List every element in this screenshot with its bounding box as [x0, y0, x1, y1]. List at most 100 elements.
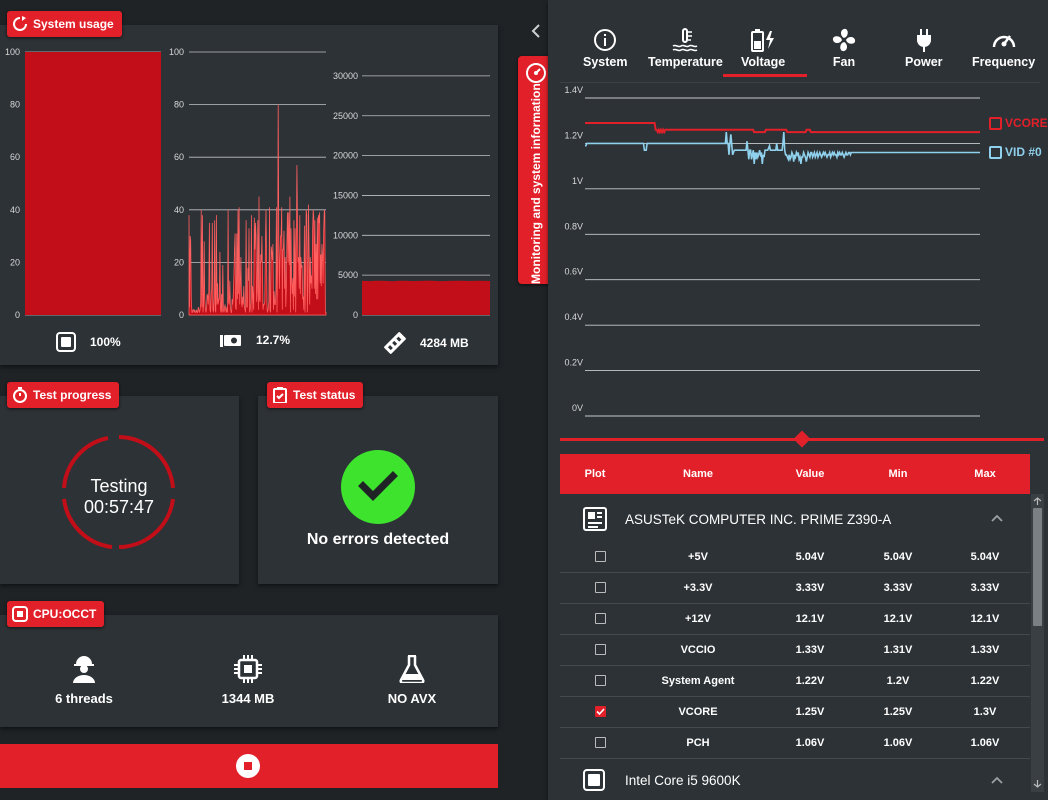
cell-min: 1.2V	[886, 675, 910, 687]
cpu-chip-icon	[56, 332, 76, 352]
y-tick-label: 0.8V	[564, 221, 583, 231]
memory-usage-area	[362, 280, 490, 315]
cell-value: 1.06V	[795, 737, 825, 749]
sensor-group-motherboard[interactable]: ASUSTeK COMPUTER INC. PRIME Z390-A	[560, 496, 1030, 544]
plot-checkbox[interactable]	[595, 675, 606, 686]
tab-system[interactable]: System	[583, 28, 627, 69]
cpu-thread-chart: 100 80 60 40 20 0	[169, 47, 327, 320]
legend-vid[interactable]: VID #0	[989, 145, 1042, 159]
table-row[interactable]: VCCIO 1.33V 1.31V 1.33V	[560, 635, 1030, 666]
cpu-usage-value: 100%	[90, 335, 121, 349]
col-value-header[interactable]: Value	[795, 468, 825, 480]
tick-label: 20000	[333, 151, 358, 161]
sensor-group-name: ASUSTeK COMPUTER INC. PRIME Z390-A	[625, 512, 892, 527]
col-plot-header[interactable]: Plot	[584, 468, 606, 480]
table-row[interactable]: +5V 5.04V 5.04V 5.04V	[560, 542, 1030, 573]
plot-checkbox[interactable]	[595, 706, 606, 717]
cell-max: 1.33V	[970, 644, 1000, 656]
check-icon	[596, 708, 605, 716]
plot-checkbox[interactable]	[595, 613, 606, 624]
active-tab-underline	[723, 74, 808, 77]
y-tick-label: 1.2V	[564, 130, 583, 140]
cell-min: 1.31V	[883, 644, 913, 656]
tick-label: 60	[10, 152, 20, 162]
cell-max: 12.1V	[970, 613, 1000, 625]
test-state-text: Testing	[90, 476, 148, 496]
legend-vcore[interactable]: VCORE	[989, 116, 1048, 130]
col-name-header[interactable]: Name	[683, 468, 713, 480]
tab-frequency[interactable]: Frequency	[972, 28, 1035, 69]
tick-label: 0	[15, 310, 20, 320]
tick-label: 20	[10, 257, 20, 267]
plot-checkbox[interactable]	[595, 551, 606, 562]
gauge-icon	[526, 63, 546, 83]
tick-label: 80	[10, 100, 20, 110]
scroll-up-icon[interactable]	[1033, 497, 1042, 505]
cell-min: 1.06V	[883, 737, 913, 749]
scrollbar-thumb[interactable]	[1033, 508, 1042, 626]
scroll-down-icon[interactable]	[1033, 780, 1042, 788]
stopwatch-icon	[13, 387, 27, 403]
cpu-usage-area	[25, 52, 161, 315]
tab-fan-label: Fan	[832, 55, 856, 69]
y-tick-label: 0.6V	[564, 267, 583, 277]
tick-label: 20	[174, 257, 184, 267]
cell-max: 1.3V	[973, 706, 997, 718]
plot-checkbox[interactable]	[595, 737, 606, 748]
collapse-chevron-icon[interactable]	[530, 24, 542, 38]
legend-vcore-label: VCORE	[1005, 116, 1048, 130]
voltage-chart: 1.4V 1.2V 1V 0.8V 0.6V 0.4V 0.2V 0V	[564, 85, 980, 417]
table-scrollbar[interactable]	[1031, 494, 1044, 792]
sensor-group-name: Intel Core i5 9600K	[625, 773, 741, 788]
memory-value: 4284 MB	[420, 336, 469, 350]
thermometer-icon	[672, 28, 698, 52]
cpu-thread-area	[188, 104, 327, 316]
table-row[interactable]: +3.3V 3.33V 3.33V 3.33V	[560, 573, 1030, 604]
tick-label: 5000	[338, 270, 358, 280]
y-tick-label: 0.4V	[564, 312, 583, 322]
memory-usage-chart: 30000 25000 20000 15000 10000 5000 0	[333, 71, 490, 320]
worker-icon	[73, 656, 95, 683]
chevron-up-icon[interactable]	[991, 776, 1003, 784]
col-max-header[interactable]: Max	[974, 468, 996, 480]
test-progress-panel	[0, 396, 239, 584]
tab-power[interactable]: Power	[905, 28, 943, 69]
threads-value: 6 threads	[55, 691, 113, 706]
cell-name: +5V	[688, 551, 708, 563]
processor-icon	[234, 655, 262, 683]
tab-frequency-label: Frequency	[972, 55, 1036, 69]
tick-label: 100	[5, 47, 20, 57]
cell-name: System Agent	[661, 675, 735, 687]
table-row[interactable]: +12V 12.1V 12.1V 12.1V	[560, 604, 1030, 635]
test-progress-badge: Test progress	[7, 382, 120, 408]
cpu-thread-value: 12.7%	[256, 333, 291, 347]
memory-stat-value: 1344 MB	[221, 691, 275, 706]
table-row[interactable]: VCORE 1.25V 1.25V 1.3V	[560, 697, 1030, 728]
tick-label: 30000	[333, 71, 358, 81]
refresh-icon	[13, 16, 27, 31]
sensor-group-cpu[interactable]: Intel Core i5 9600K	[560, 758, 1030, 800]
tab-fan[interactable]: Fan	[832, 28, 856, 69]
stop-test-button[interactable]	[0, 744, 498, 788]
cell-min: 12.1V	[883, 613, 913, 625]
tab-temperature[interactable]: Temperature	[648, 28, 723, 69]
tab-temperature-label: Temperature	[648, 55, 723, 69]
tab-voltage[interactable]: Voltage	[723, 28, 808, 77]
chevron-up-icon[interactable]	[991, 514, 1003, 522]
stop-icon	[236, 754, 260, 778]
table-row[interactable]: System Agent 1.22V 1.2V 1.22V	[560, 666, 1030, 697]
cpu-test-title: CPU:OCCT	[33, 607, 97, 621]
cell-max: 1.06V	[970, 737, 1000, 749]
cell-min: 3.33V	[883, 582, 913, 594]
test-status-badge: Test status	[267, 382, 364, 408]
plot-checkbox[interactable]	[595, 644, 606, 655]
col-min-header[interactable]: Min	[888, 468, 908, 480]
tick-label: 40	[174, 205, 184, 215]
cpu-test-badge: CPU:OCCT	[7, 601, 105, 627]
monitoring-side-tab-label: Monitoring and system information	[529, 83, 543, 284]
table-row[interactable]: PCH 1.06V 1.06V 1.06V	[560, 728, 1030, 759]
tick-label: 10000	[333, 230, 358, 240]
plot-checkbox[interactable]	[595, 582, 606, 593]
monitoring-side-tab[interactable]: Monitoring and system information	[518, 56, 553, 284]
test-status-message: No errors detected	[306, 531, 450, 548]
